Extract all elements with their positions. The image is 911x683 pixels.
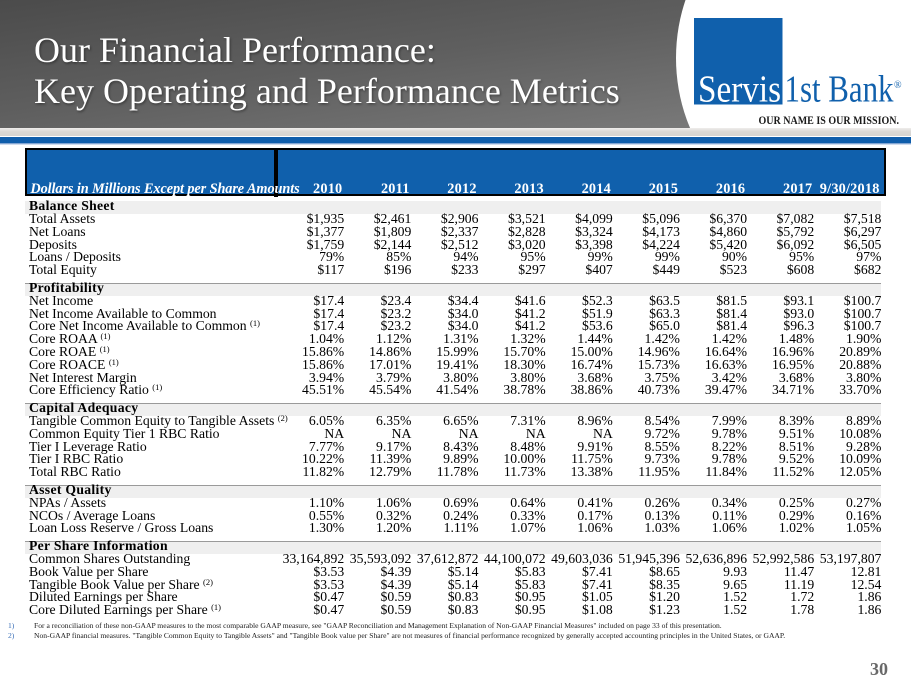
svg-text:OUR NAME IS OUR MISSION.: OUR NAME IS OUR MISSION. xyxy=(759,115,900,127)
svg-text:1st Bank: 1st Bank xyxy=(785,69,894,111)
svg-text:Servis: Servis xyxy=(698,69,781,111)
svg-text:®: ® xyxy=(894,80,902,91)
